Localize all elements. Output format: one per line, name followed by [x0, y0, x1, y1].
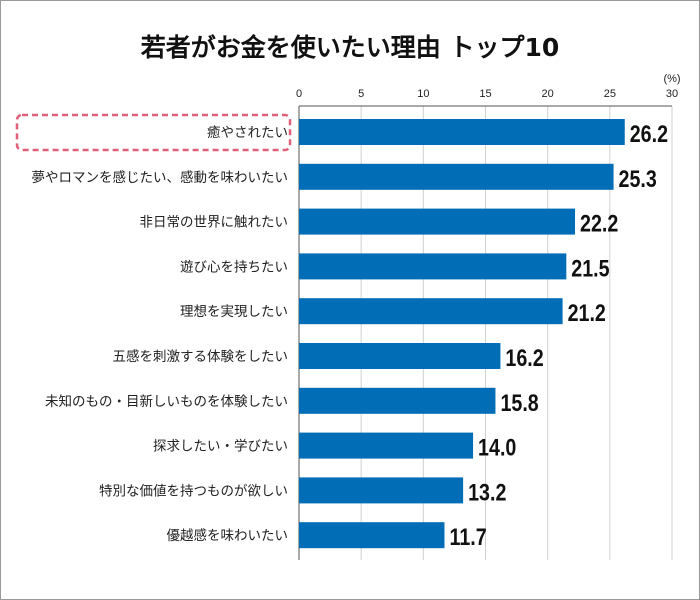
- x-tick-label: 15: [479, 88, 491, 100]
- category-label: 遊び心を持ちたい: [180, 259, 288, 275]
- bar: [299, 163, 614, 190]
- data-label: 22.2: [580, 210, 618, 237]
- data-label: 26.2: [630, 120, 668, 147]
- x-tick-label: 30: [666, 88, 678, 100]
- bar: [299, 387, 496, 414]
- bar: [299, 432, 474, 459]
- category-label: 特別な価値を持つものが欲しい: [99, 483, 288, 499]
- data-label: 14.0: [478, 434, 516, 461]
- bar: [299, 298, 563, 325]
- category-label: 探求したい・学びたい: [153, 439, 288, 455]
- data-label: 15.8: [500, 389, 538, 416]
- bar: [299, 253, 567, 280]
- data-label: 21.5: [571, 255, 609, 282]
- x-tick-label: 20: [542, 88, 554, 100]
- chart-title: 若者がお金を使いたい理由 トップ10: [140, 33, 560, 62]
- data-label: 16.2: [505, 344, 543, 371]
- x-tick-label: 5: [358, 88, 364, 100]
- unit-label: (%): [663, 73, 680, 85]
- x-tick-label: 0: [296, 88, 302, 100]
- bar: [299, 343, 501, 369]
- bar: [299, 477, 464, 504]
- data-label: 21.2: [568, 299, 606, 326]
- category-label: 夢やロマンを感じたい、感動を味わいたい: [32, 169, 289, 186]
- category-label: 優越感を味わいたい: [167, 527, 289, 544]
- x-tick-label: 25: [604, 88, 616, 100]
- data-label: 13.2: [468, 479, 506, 506]
- bar: [299, 522, 445, 549]
- bar: [299, 119, 625, 145]
- category-label: 非日常の世界に触れたい: [140, 215, 289, 231]
- highlight-box: [15, 113, 292, 152]
- category-label: 五感を刺激する体験をしたい: [113, 348, 289, 365]
- category-label: 未知のもの・目新しいものを体験したい: [45, 393, 288, 410]
- bar: [299, 208, 576, 235]
- x-tick-label: 10: [417, 88, 429, 100]
- data-label: 25.3: [619, 165, 657, 192]
- data-label: 11.7: [449, 523, 486, 550]
- category-label: 癒やされたい: [207, 125, 288, 141]
- category-label: 理想を実現したい: [180, 304, 288, 320]
